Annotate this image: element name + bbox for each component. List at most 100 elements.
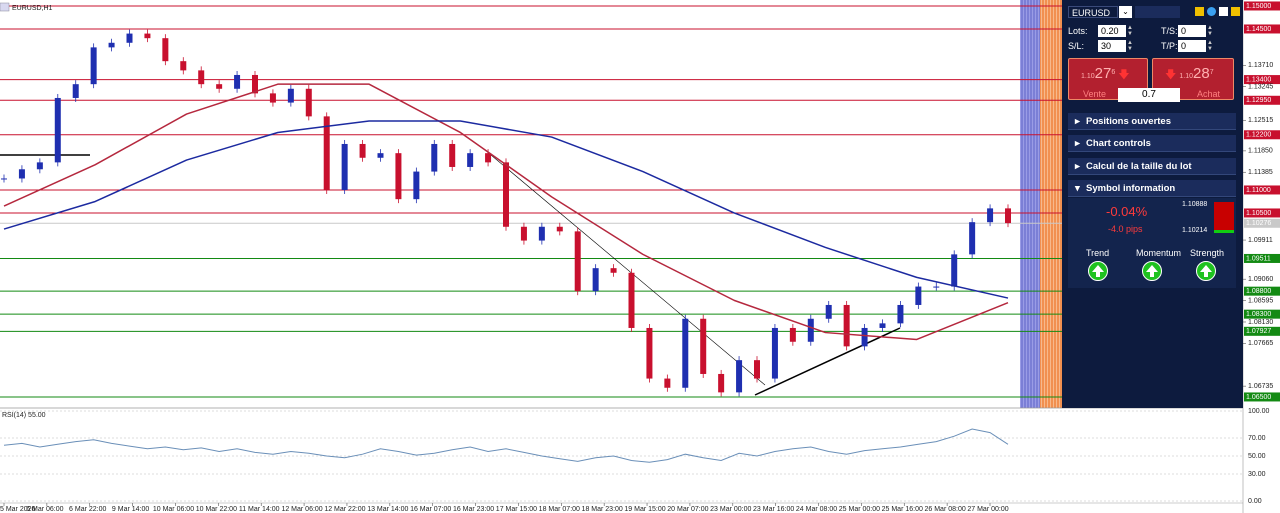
spinner[interactable]: ▲ ▼: [1206, 40, 1214, 52]
price-label: 1.08130: [1248, 319, 1273, 326]
candle: [754, 360, 760, 379]
time-label: 24 Mar 08:00: [796, 506, 837, 513]
field-label: S/L:: [1068, 41, 1085, 51]
candle: [700, 318, 707, 374]
arrow-icon: [1200, 265, 1212, 277]
ts-input[interactable]: 0: [1178, 25, 1206, 37]
time-label: 17 Mar 15:00: [496, 506, 537, 513]
tp-input[interactable]: 0: [1178, 40, 1206, 52]
price-label: 1.11385: [1248, 169, 1273, 176]
candle: [90, 47, 97, 85]
time-label: 12 Mar 06:00: [281, 506, 322, 513]
candle: [72, 84, 79, 98]
tool-icon[interactable]: [1207, 7, 1216, 16]
spinner[interactable]: ▲ ▼: [1126, 25, 1134, 37]
candle: [574, 231, 581, 292]
candle: [897, 304, 904, 324]
time-label: 11 Mar 14:00: [239, 506, 280, 513]
tool-icon[interactable]: [1231, 7, 1240, 16]
price-label: 1.08800: [1246, 288, 1271, 295]
section-header[interactable]: Calcul de la taille du lot: [1068, 158, 1236, 175]
price-big: 28: [1193, 65, 1210, 82]
symbol-input[interactable]: [1135, 6, 1180, 18]
momentum-arrow: [1142, 261, 1162, 281]
symbol-select[interactable]: EURUSD: [1068, 6, 1118, 18]
candle: [503, 162, 509, 227]
candle: [1005, 208, 1011, 224]
time-label: 16 Mar 23:00: [453, 506, 494, 513]
time-label: 25 Mar 00:00: [839, 506, 880, 513]
time-label: 25 Mar 16:00: [882, 506, 923, 513]
field-label: T/P:: [1161, 41, 1178, 51]
sell-button[interactable]: 1.10276 🡇 Vente: [1068, 58, 1148, 100]
candle: [341, 143, 348, 190]
levels: [0, 5, 1243, 398]
price-label: 1.07665: [1248, 340, 1273, 347]
candle: [556, 226, 563, 232]
time-label: 16 Mar 07:00: [410, 506, 451, 513]
session-band: [1040, 0, 1062, 408]
spinner[interactable]: ▲ ▼: [1126, 40, 1134, 52]
price-label-box: [1244, 1, 1280, 11]
spread: 0.7: [1118, 88, 1180, 102]
section-header[interactable]: Positions ouvertes: [1068, 113, 1236, 130]
price-label-box: [1244, 24, 1280, 34]
price-label: 1.06735: [1248, 383, 1273, 390]
section-header[interactable]: Chart controls: [1068, 135, 1236, 152]
candle: [269, 93, 276, 103]
trend-arrow: [1088, 261, 1108, 281]
low: 1.10214: [1182, 227, 1208, 234]
candle: [861, 327, 868, 347]
time-label: 20 Mar 07:00: [667, 506, 708, 513]
candle: [951, 254, 958, 287]
price-label-box: [1244, 253, 1280, 263]
price-label: 1.12200: [1246, 132, 1271, 139]
candle: [431, 143, 438, 172]
price-small: 7: [1209, 69, 1214, 76]
sell-label: Vente: [1083, 89, 1107, 99]
section-header[interactable]: Symbol information: [1068, 180, 1236, 197]
candle: [216, 84, 223, 89]
candle: [413, 171, 420, 200]
tool-icon[interactable]: [1219, 7, 1228, 16]
chart-title: EURUSD,H1: [12, 5, 53, 12]
candle: [736, 360, 743, 393]
price-label: 1.12515: [1248, 117, 1273, 124]
candle: [485, 153, 492, 163]
tool-icon[interactable]: [1195, 7, 1204, 16]
price-label: 1.12950: [1246, 97, 1271, 104]
change: -0.04%: [1106, 204, 1148, 219]
price-big: 27: [1094, 65, 1112, 82]
price-label: 1.10500: [1246, 210, 1271, 217]
price-label: 1.09511: [1246, 255, 1271, 262]
candle: [807, 318, 814, 342]
lots-input[interactable]: 0.20: [1098, 25, 1126, 37]
time-label: 6 Mar 06:00: [26, 506, 63, 513]
spinner[interactable]: ▲ ▼: [1206, 25, 1214, 37]
candle: [234, 74, 241, 89]
candle: [538, 226, 545, 241]
candle: [359, 143, 366, 158]
candle: [610, 268, 617, 273]
candle: [628, 272, 635, 328]
rsi-tick-label: 70.00: [1248, 435, 1266, 442]
price-label-box: [1244, 75, 1280, 85]
pips: -4.0 pips: [1108, 224, 1143, 234]
rsi-tick-label: 100.00: [1248, 408, 1270, 415]
candle: [1, 178, 7, 180]
time-label: 18 Mar 23:00: [582, 506, 623, 513]
candle: [933, 286, 940, 288]
price-label-box: [1244, 185, 1280, 195]
candle: [682, 318, 689, 388]
price-label-box: [1244, 218, 1280, 228]
price-label: 1.08300: [1246, 311, 1271, 318]
sl-input[interactable]: 30: [1098, 40, 1126, 52]
symbol-icon: [0, 2, 10, 12]
time-label: 6 Mar 22:00: [69, 506, 106, 513]
price-label: 1.13710: [1248, 62, 1273, 69]
candle: [449, 143, 456, 167]
price-label: 1.06500: [1246, 394, 1271, 401]
arrow-icon: [1146, 265, 1158, 277]
dropdown-button[interactable]: ⌄: [1119, 6, 1132, 18]
